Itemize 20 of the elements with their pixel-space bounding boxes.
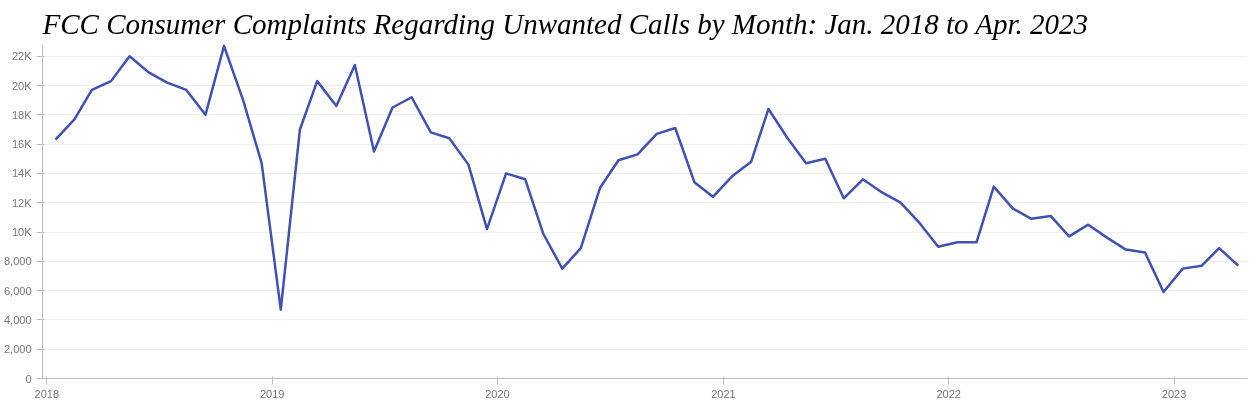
y-tick-label: 16K — [11, 138, 33, 151]
x-tick-label: 2020 — [485, 387, 510, 400]
x-tick-label: 2021 — [711, 387, 736, 400]
y-tick-label: 20K — [11, 79, 33, 92]
x-tick-label: 2018 — [34, 387, 60, 400]
x-tick-label: 2019 — [259, 387, 285, 400]
y-tick-label: 10K — [11, 226, 33, 239]
y-tick-label: 14K — [11, 167, 33, 180]
chart-title: FCC Consumer Complaints Regarding Unwanted Calls by Month: Jan. 2018 to Apr. 2023 — [41, 7, 1089, 40]
y-tick-label: 0 — [25, 372, 32, 385]
y-tick-label: 12K — [11, 196, 33, 209]
y-tick-label: 4,000 — [3, 313, 32, 326]
y-tick-label: 18K — [11, 108, 33, 121]
x-tick-label: 2022 — [936, 387, 961, 400]
y-tick-label: 6,000 — [3, 284, 32, 297]
y-tick-label: 8,000 — [3, 255, 32, 268]
y-tick-label: 22K — [11, 50, 33, 63]
x-tick-label: 2023 — [1161, 387, 1187, 400]
y-tick-label: 2,000 — [3, 343, 32, 356]
line-series — [54, 44, 1240, 311]
